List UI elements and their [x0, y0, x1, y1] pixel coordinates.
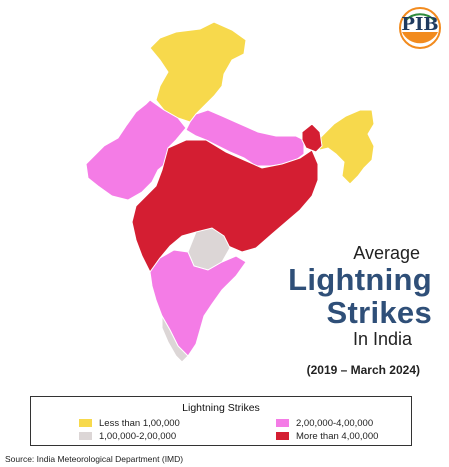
region-kerala — [161, 314, 189, 363]
region-east-patch — [301, 123, 323, 153]
pib-logo-icon — [399, 7, 441, 49]
legend-swatch-pink — [276, 419, 289, 427]
title-line-3: Strikes — [326, 295, 432, 330]
region-northwest — [85, 99, 187, 201]
legend-swatch-grey — [79, 432, 92, 440]
legend-label-3: 2,00,000-4,00,000 — [296, 418, 374, 429]
legend: Lightning Strikes Less than 1,00,000 1,0… — [30, 396, 412, 446]
legend-item-3: 2,00,000-4,00,000 — [276, 419, 373, 429]
legend-swatch-red — [276, 432, 289, 440]
legend-label-4: More than 4,00,000 — [296, 431, 379, 442]
title-line-2: Lightning — [288, 262, 432, 297]
region-central-east — [131, 139, 319, 273]
title-line-4: In India — [352, 329, 412, 349]
pib-logo: PIB — [398, 6, 442, 50]
legend-title: Lightning Strikes — [182, 402, 260, 414]
region-northeast — [313, 109, 375, 185]
title-line-1: Average — [353, 243, 420, 263]
legend-swatch-yellow — [79, 419, 92, 427]
source-note: Source: India Meteorological Department … — [5, 454, 184, 464]
pib-logo-mark: PIB — [401, 14, 439, 35]
region-north — [149, 21, 247, 123]
legend-item-4: More than 4,00,000 — [276, 432, 378, 442]
legend-item-2: 1,00,000-2,00,000 — [79, 432, 176, 442]
legend-label-1: Less than 1,00,000 — [99, 418, 180, 429]
legend-item-1: Less than 1,00,000 — [79, 419, 180, 429]
title-block: Average Lightning Strikes In India (2019… — [262, 243, 432, 377]
legend-label-2: 1,00,000-2,00,000 — [99, 431, 177, 442]
title-period: (2019 – March 2024) — [306, 363, 420, 377]
